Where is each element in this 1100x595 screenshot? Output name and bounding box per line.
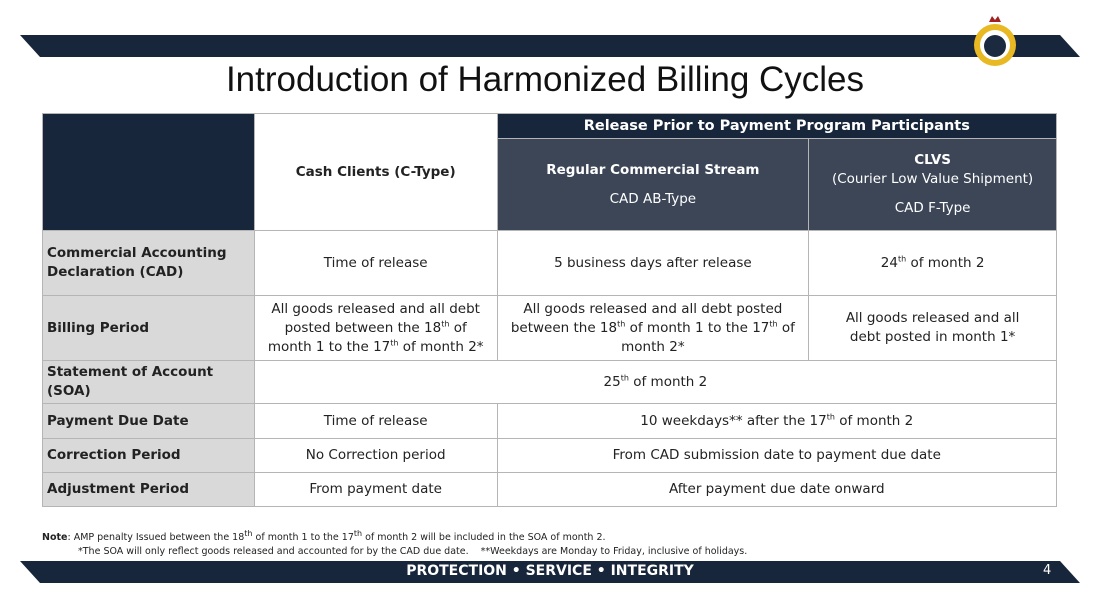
text: : AMP penalty Issued between the 18 <box>67 532 245 543</box>
text: of month 2 <box>906 254 985 271</box>
row-label: Correction Period <box>42 438 255 473</box>
text: of month 2* <box>398 338 484 355</box>
row-label: Payment Due Date <box>42 403 255 439</box>
column-header: Cash Clients (C-Type) <box>253 113 498 231</box>
title: Introduction of Harmonized Billing Cycle… <box>225 60 865 99</box>
cell: All goods released and all debt posted b… <box>496 295 810 361</box>
text: of month 2 <box>628 373 708 390</box>
note-text: *The SOA will only reflect goods release… <box>78 546 469 557</box>
cell: From CAD submission date to payment due … <box>496 438 1058 473</box>
text: No Correction period <box>305 447 446 463</box>
text: of month 2* <box>621 319 795 355</box>
top-band <box>20 35 1080 57</box>
cell: 24th of month 2 <box>808 230 1057 296</box>
text: of month 2 will be included in the SOA o… <box>362 532 606 543</box>
column-header: CLVS (Courier Low Value Shipment) CAD F-Ty… <box>808 138 1057 231</box>
cell: After payment due date onward <box>496 472 1058 507</box>
text: After payment due date onward <box>668 481 885 497</box>
header-row: Regular Commercial Stream CAD AB-Type CLVS… <box>43 138 1057 231</box>
superscript: th <box>390 338 399 347</box>
note-extra: *The SOA will only reflect goods release… <box>42 545 747 559</box>
text: 24 <box>880 254 898 271</box>
table-row: Statement of Account (SOA) 25th of month … <box>42 360 1058 404</box>
header-row: Cash Clients (C-Type) Release Prior to Pa… <box>42 113 1058 231</box>
note: Note: AMP penalty Issued between the 18t… <box>42 528 747 545</box>
cell: 5 business days after release <box>496 230 810 296</box>
column-header-line: CAD F-Type <box>894 200 971 216</box>
row-label: Adjustment Period <box>42 472 255 507</box>
note-label: Note <box>42 532 68 543</box>
cell: Time of release <box>253 230 498 296</box>
text: of month 2 <box>834 412 914 429</box>
superscript: th <box>353 528 363 538</box>
cell: All goods released and all debt posted b… <box>253 295 498 361</box>
text: 5 business days after release <box>554 254 752 271</box>
logo <box>974 16 1016 66</box>
text: of month 1 to the 17 <box>267 319 467 355</box>
cell: Time of release <box>253 403 498 439</box>
text: From CAD submission date to payment due … <box>612 447 941 463</box>
text: All goods released and all debt posted b… <box>271 300 480 336</box>
superscript: th <box>826 412 835 421</box>
group-header: Release Prior to Payment Program Partici… <box>496 113 1058 139</box>
text: From payment date <box>309 481 442 497</box>
column-header-line: Regular Commercial Stream <box>546 161 760 178</box>
text: 10 weekdays** after the 17 <box>640 412 827 429</box>
table-row: Adjustment Period From payment date After … <box>42 472 1058 507</box>
corner <box>42 113 255 231</box>
row-label: Statement of Account (SOA) <box>42 360 255 404</box>
cell: No Correction period <box>253 438 498 473</box>
column-header: Regular Commercial Stream CAD AB-Type <box>496 138 810 231</box>
column-header-line: (Courier Low Value Shipment) <box>831 171 1034 187</box>
text: of month 1 to the 17 <box>252 532 354 543</box>
text: All goods released and all debt posted b… <box>510 300 783 336</box>
cell: 10 weekdays** after the 17th of month 2 <box>496 403 1058 439</box>
cell: From payment date <box>253 472 498 507</box>
row-label: Commercial Accounting Declaration (CAD) <box>42 230 255 296</box>
superscript: th <box>244 528 253 538</box>
note-text: **Weekdays are Monday to Friday, inclusi… <box>480 546 748 557</box>
row-label: Billing Period <box>42 295 255 361</box>
column-header-line: Cash Clients (C-Type) <box>295 163 456 180</box>
superscript: th <box>897 254 907 263</box>
text: Time of release <box>323 412 428 429</box>
superscript: th <box>620 373 629 382</box>
billing-table: Cash Clients (C-Type) Release Prior to Pa… <box>42 113 1058 507</box>
page-number: 4 <box>1043 563 1052 578</box>
footer-motto: PROTECTION • SERVICE • INTEGRITY <box>406 563 694 579</box>
text: of month 1 to the 17 <box>625 319 770 336</box>
column-header-line: CAD AB-Type <box>609 190 697 207</box>
column-header-line: CLVS <box>914 152 952 168</box>
text: Time of release <box>323 254 428 271</box>
text: All goods released and all debt posted i… <box>845 310 1020 345</box>
notes: Note: AMP penalty Issued between the 18t… <box>42 528 747 559</box>
table-row: Commercial Accounting Declaration (CAD) T… <box>42 230 1057 296</box>
table-row: Correction Period No Correction period Fro… <box>42 438 1058 473</box>
table-row: Payment Due Date Time of release 10 weekda… <box>42 403 1058 439</box>
cell: All goods released and all debt posted i… <box>808 295 1057 361</box>
superscript: th <box>441 319 450 328</box>
superscript: th <box>617 319 626 328</box>
text: 25 <box>603 373 621 390</box>
cell: 25th of month 2 <box>253 360 1058 404</box>
table-row: Billing Period All goods released and all… <box>42 295 1057 361</box>
superscript: th <box>769 319 778 328</box>
bottom-band <box>20 561 1080 583</box>
